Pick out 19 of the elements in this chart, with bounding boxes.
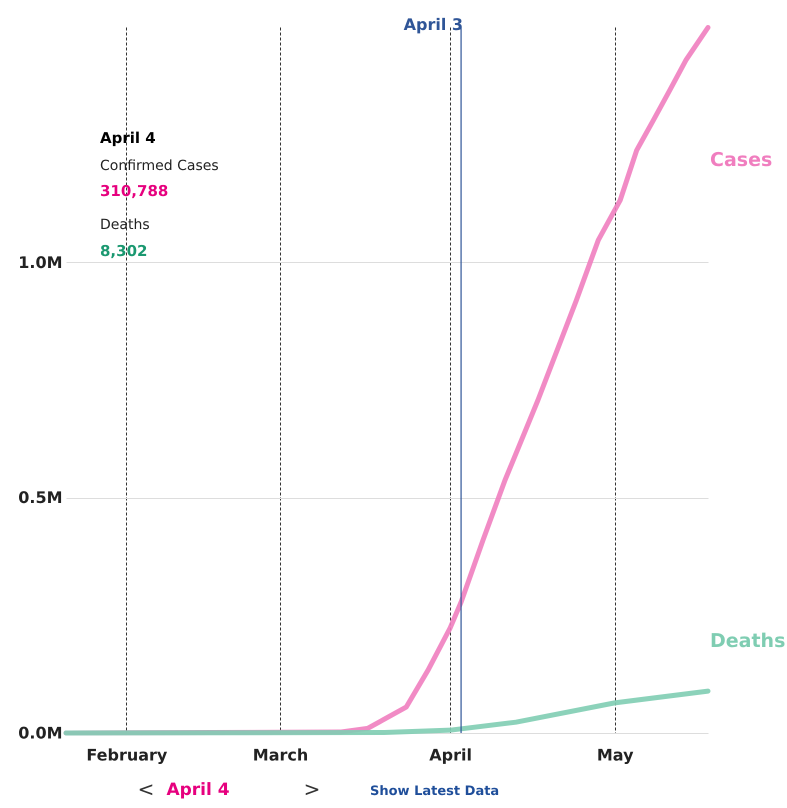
annotation: April 4 — [100, 129, 156, 147]
text: > — [304, 777, 320, 801]
text: April 4 — [166, 780, 230, 800]
ref-line-label: April 3 — [404, 15, 464, 34]
text: < — [138, 777, 154, 801]
annotation: 310,788 — [100, 182, 168, 200]
y-tick-label: 0.5M — [18, 488, 62, 508]
x-tick-label: April — [429, 746, 472, 764]
text: Cases — [710, 149, 772, 171]
x-tick-label: March — [252, 746, 308, 764]
y-tick-label: 1.0M — [18, 252, 62, 272]
y-tick-label: 0.0M — [18, 724, 62, 742]
annotation: 8,302 — [100, 242, 148, 260]
text: Show Latest Data — [370, 784, 500, 799]
text: Deaths — [710, 630, 786, 652]
x-tick-label: February — [86, 746, 168, 764]
annotation: Confirmed Cases — [100, 158, 219, 174]
annotation: Deaths — [100, 217, 150, 233]
x-tick-label: May — [596, 746, 634, 764]
